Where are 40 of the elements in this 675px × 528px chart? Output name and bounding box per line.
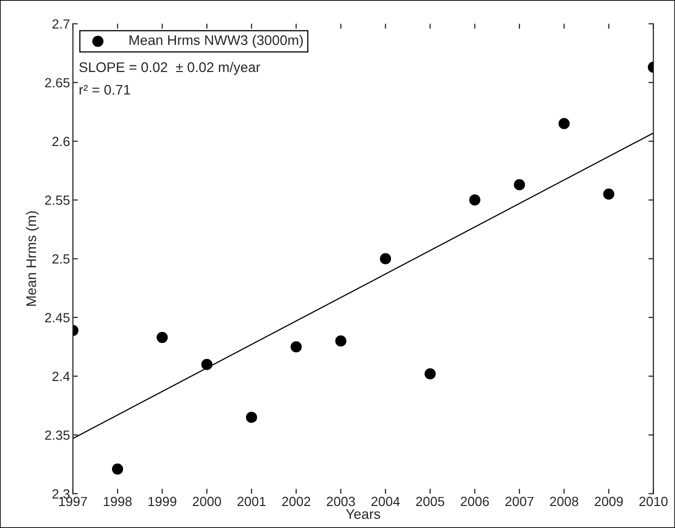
x-tick-label: 2002 [282, 496, 310, 506]
point [290, 341, 302, 352]
y-tick-label: 2.7 [52, 19, 70, 29]
y-tick-label: 2.3 [52, 489, 70, 499]
x-tick-label: 2005 [416, 496, 444, 506]
legend-label: Mean Hrms NWW3 (3000m) [130, 34, 303, 48]
point [246, 412, 258, 423]
y-axis-title: Mean Hrms (m) [26, 211, 39, 306]
x-tick-label: 2008 [550, 496, 578, 506]
point [201, 358, 212, 370]
point [514, 179, 526, 190]
y-tick-label: 2.5 [52, 254, 70, 264]
x-axis-title: Years [346, 509, 380, 519]
point [424, 368, 436, 380]
x-tick-label: 1998 [104, 496, 132, 506]
y-tick-label: 2.65 [45, 78, 70, 88]
point [380, 253, 392, 264]
point [335, 335, 346, 347]
point [603, 188, 614, 200]
y-tick-label: 2.45 [45, 313, 70, 322]
x-tick-label: 2009 [594, 496, 623, 506]
point [469, 194, 480, 206]
x-tick-label: 2006 [460, 496, 489, 506]
x-tick-label: 1997 [59, 496, 87, 506]
point [112, 463, 124, 475]
point [156, 332, 168, 343]
annotation: SLOPE = 0.02 ± 0.02 m/year [79, 62, 260, 75]
x-tick-label: 1999 [148, 496, 176, 506]
x-tick-label: 2001 [238, 496, 266, 506]
y-tick-label: 2.55 [45, 196, 70, 205]
x-tick-label: 2007 [505, 496, 534, 506]
x-tick-label: 2010 [639, 496, 668, 506]
x-tick-label: 2003 [326, 496, 355, 506]
x-tick-label: 2004 [371, 496, 400, 506]
annotation: r² = 0.71 [80, 84, 130, 95]
point [558, 118, 570, 130]
y-tick-label: 2.4 [52, 372, 70, 381]
y-tick-label: 2.6 [52, 136, 70, 146]
x-tick-label: 2000 [192, 496, 222, 506]
y-tick-label: 2.35 [45, 430, 70, 440]
